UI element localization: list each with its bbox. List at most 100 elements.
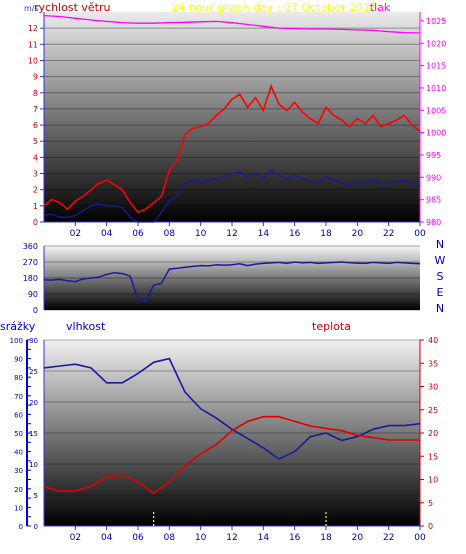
tick-label: 100 xyxy=(10,337,23,345)
tick-label: 1 xyxy=(33,202,38,211)
tick-label: 12 xyxy=(28,24,38,33)
tick-label: 16 xyxy=(289,533,301,543)
tick-label: 3 xyxy=(33,170,38,179)
series-line-temperature xyxy=(43,415,420,495)
tick-label: 12 xyxy=(226,533,237,543)
x-axis-ticks: 02 04 06 08 10 12 14 16 18 20 22 00 xyxy=(70,526,426,543)
tick-label: 10 xyxy=(195,229,207,239)
left-axis-unit: m/s xyxy=(24,4,39,13)
tick-label: 16 xyxy=(289,229,301,239)
tick-label: 08 xyxy=(164,229,176,239)
tick-label: 40 xyxy=(14,449,23,457)
tick-label: 11 xyxy=(28,40,38,49)
tick-label: 12 xyxy=(226,229,237,239)
gridlines xyxy=(44,245,420,311)
tick-label: 06 xyxy=(132,533,144,543)
chart-title: 24 hour graph day : 07 October 2023 xyxy=(171,1,377,14)
plot-area xyxy=(44,340,420,526)
tick-label: 10 xyxy=(195,533,207,543)
tick-label: 10 xyxy=(28,56,38,65)
tick-label: 08 xyxy=(164,533,176,543)
plot-area xyxy=(44,246,420,310)
tick-label: 995 xyxy=(426,151,441,160)
tick-label: 06 xyxy=(132,229,144,239)
series-group xyxy=(43,357,421,526)
tick-label: 25 xyxy=(428,406,438,415)
compass-label: S xyxy=(437,270,444,283)
right-axis-ticks: 980 985 990 995 1000 1005 1010 1015 1020 1025 xyxy=(420,17,446,227)
compass-label: N xyxy=(436,238,444,251)
tick-label: 1005 xyxy=(426,106,446,115)
tick-label: 70 xyxy=(14,393,23,401)
series-line-gust xyxy=(43,84,421,214)
tick-label: 02 xyxy=(70,533,81,543)
tick-label: 10 xyxy=(428,476,438,485)
tick-label: 980 xyxy=(426,218,441,227)
tick-label: 20 xyxy=(352,533,364,543)
temperature-axis-label: teplota xyxy=(312,320,351,333)
tick-label: 1010 xyxy=(426,84,446,93)
left-axis-label: rychlost větru xyxy=(34,1,110,14)
series-line-wind-direction xyxy=(43,261,421,302)
tick-label: 25 xyxy=(29,368,38,376)
tick-label: 1000 xyxy=(426,129,446,138)
right-axis-label: tlak xyxy=(370,1,391,14)
compass-label: N xyxy=(436,302,444,315)
series-line-tlak xyxy=(43,14,421,34)
tick-label: 14 xyxy=(258,229,270,239)
tick-label: 1020 xyxy=(426,39,446,48)
tick-label: 5 xyxy=(428,499,433,508)
series-group xyxy=(43,14,421,223)
humidity-temperature-panel: 0 10 20 30 40 50 60 70 80 90 100 0 5 10 15 20 25 30 0 5 10… xyxy=(0,320,438,543)
compass-label: W xyxy=(435,254,446,267)
compass-label: E xyxy=(437,286,444,299)
tick-label: 2 xyxy=(33,186,38,195)
tick-label: 20 xyxy=(352,229,364,239)
tick-label: 20 xyxy=(14,486,23,494)
tick-label: 10 xyxy=(29,461,38,469)
humidity-axis-ticks: 0 5 10 15 20 25 30 xyxy=(29,337,38,531)
tick-label: 30 xyxy=(29,337,38,345)
tick-label: 5 xyxy=(34,492,38,500)
temperature-axis-ticks: 0 5 10 15 20 25 30 35 40 xyxy=(420,336,438,531)
tick-label: 0 xyxy=(34,523,38,531)
tick-label: 18 xyxy=(320,533,332,543)
tick-label: 02 xyxy=(70,229,81,239)
tick-label: 985 xyxy=(426,196,441,205)
direction-axis-ticks: 0 90 180 270 360 xyxy=(23,242,38,315)
rain-axis-ticks: 0 10 20 30 40 50 60 70 80 90 100 xyxy=(10,337,31,531)
tick-label: 5 xyxy=(33,137,38,146)
tick-label: 0 xyxy=(19,523,23,531)
tick-label: 20 xyxy=(29,399,38,407)
tick-label: 00 xyxy=(414,229,426,239)
tick-label: 1025 xyxy=(426,17,446,26)
x-axis-ticks: 02 04 06 08 10 12 14 16 18 20 22 00 xyxy=(70,222,426,239)
tick-label: 80 xyxy=(14,374,23,382)
tick-label: 6 xyxy=(33,121,38,130)
tick-label: 35 xyxy=(428,359,438,368)
tick-label: 360 xyxy=(23,242,38,251)
tick-label: 18 xyxy=(320,229,332,239)
series-group xyxy=(43,261,421,302)
tick-label: 4 xyxy=(33,153,38,162)
tick-label: 0 xyxy=(428,522,433,531)
tick-label: 90 xyxy=(14,356,23,364)
tick-label: 15 xyxy=(428,452,438,461)
tick-label: 0 xyxy=(33,218,38,227)
tick-label: 8 xyxy=(33,89,38,98)
series-line-humidity xyxy=(43,357,421,460)
gridlines xyxy=(44,27,420,223)
tick-label: 1015 xyxy=(426,62,446,71)
humidity-axis-label: vlhkost xyxy=(66,320,106,333)
tick-label: 20 xyxy=(428,429,438,438)
tick-label: 00 xyxy=(414,533,426,543)
tick-label: 990 xyxy=(426,173,441,182)
tick-label: 40 xyxy=(428,336,438,345)
tick-label: 90 xyxy=(28,290,38,299)
tick-label: 22 xyxy=(383,229,394,239)
tick-label: 14 xyxy=(258,533,270,543)
tick-label: 04 xyxy=(101,229,113,239)
